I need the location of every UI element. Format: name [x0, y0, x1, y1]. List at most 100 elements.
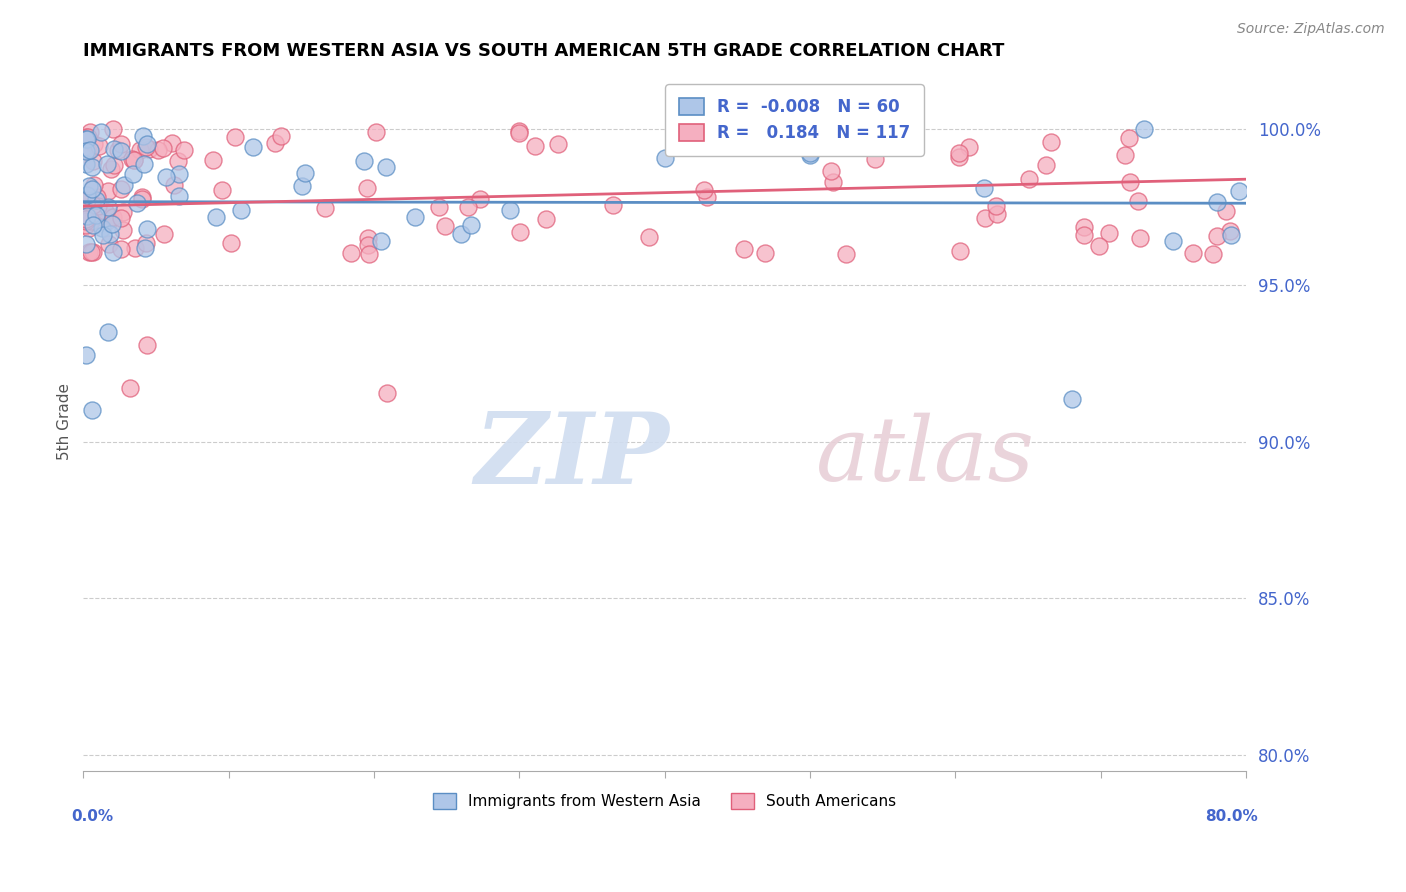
Point — [696, 190, 718, 204]
Point — [79, 125, 101, 139]
Point — [1118, 131, 1140, 145]
Point — [404, 210, 426, 224]
Point — [638, 230, 661, 244]
Point — [82, 154, 104, 169]
Point — [89, 125, 111, 139]
Point — [97, 326, 120, 340]
Point — [112, 178, 135, 193]
Point — [124, 241, 146, 255]
Point — [82, 245, 104, 260]
Legend: Immigrants from Western Asia, South Americans: Immigrants from Western Asia, South Amer… — [426, 788, 903, 815]
Text: 0.0%: 0.0% — [72, 809, 114, 824]
Point — [87, 199, 110, 213]
Point — [84, 193, 107, 207]
Point — [134, 157, 156, 171]
Point — [359, 246, 381, 260]
Point — [353, 153, 375, 168]
Point — [75, 130, 97, 145]
Point — [101, 211, 124, 225]
Point — [984, 199, 1007, 213]
Point — [91, 227, 114, 242]
Point — [508, 126, 530, 140]
Point — [499, 202, 522, 217]
Point — [136, 137, 159, 152]
Point — [1205, 195, 1227, 210]
Point — [1219, 224, 1241, 238]
Point — [509, 225, 531, 239]
Point — [949, 244, 972, 258]
Point — [153, 227, 176, 241]
Point — [110, 211, 132, 225]
Point — [1202, 247, 1225, 261]
Point — [96, 214, 118, 228]
Point — [98, 210, 121, 224]
Point — [602, 198, 624, 212]
Point — [986, 207, 1008, 221]
Point — [799, 146, 821, 161]
Point — [370, 234, 392, 248]
Point — [80, 214, 103, 228]
Point — [80, 182, 103, 196]
Point — [375, 161, 398, 175]
Point — [427, 200, 450, 214]
Point — [654, 151, 676, 165]
Point — [1215, 203, 1237, 218]
Point — [77, 144, 100, 158]
Point — [460, 218, 482, 232]
Point — [948, 146, 970, 161]
Point — [122, 167, 145, 181]
Point — [468, 192, 491, 206]
Point — [121, 152, 143, 166]
Point — [112, 223, 135, 237]
Point — [1220, 227, 1243, 242]
Point — [821, 174, 844, 188]
Point — [82, 218, 104, 232]
Point — [863, 152, 886, 166]
Point — [77, 178, 100, 193]
Point — [692, 184, 714, 198]
Text: IMMIGRANTS FROM WESTERN ASIA VS SOUTH AMERICAN 5TH GRADE CORRELATION CHART: IMMIGRANTS FROM WESTERN ASIA VS SOUTH AM… — [83, 42, 1005, 60]
Point — [135, 140, 157, 154]
Point — [75, 194, 97, 208]
Point — [1182, 246, 1205, 260]
Point — [138, 142, 160, 156]
Point — [356, 181, 378, 195]
Point — [96, 157, 118, 171]
Point — [202, 153, 225, 167]
Point — [820, 163, 842, 178]
Point — [1161, 234, 1184, 248]
Point — [1087, 239, 1109, 253]
Point — [124, 153, 146, 168]
Point — [110, 136, 132, 151]
Point — [457, 200, 479, 214]
Point — [219, 236, 242, 251]
Point — [77, 221, 100, 235]
Point — [314, 201, 336, 215]
Point — [375, 386, 398, 401]
Point — [1126, 194, 1149, 209]
Point — [524, 139, 547, 153]
Point — [134, 241, 156, 255]
Point — [94, 203, 117, 218]
Point — [1129, 231, 1152, 245]
Point — [357, 231, 380, 245]
Point — [357, 238, 380, 252]
Point — [155, 170, 177, 185]
Point — [974, 211, 997, 226]
Point — [76, 209, 98, 223]
Point — [76, 193, 98, 207]
Point — [101, 121, 124, 136]
Point — [135, 235, 157, 250]
Point — [169, 188, 191, 202]
Point — [75, 214, 97, 228]
Point — [1073, 227, 1095, 242]
Point — [1206, 229, 1229, 244]
Point — [110, 242, 132, 256]
Point — [118, 381, 141, 395]
Point — [75, 144, 97, 158]
Point — [1133, 122, 1156, 136]
Point — [83, 178, 105, 192]
Point — [1018, 171, 1040, 186]
Point — [1114, 148, 1136, 162]
Point — [709, 125, 731, 139]
